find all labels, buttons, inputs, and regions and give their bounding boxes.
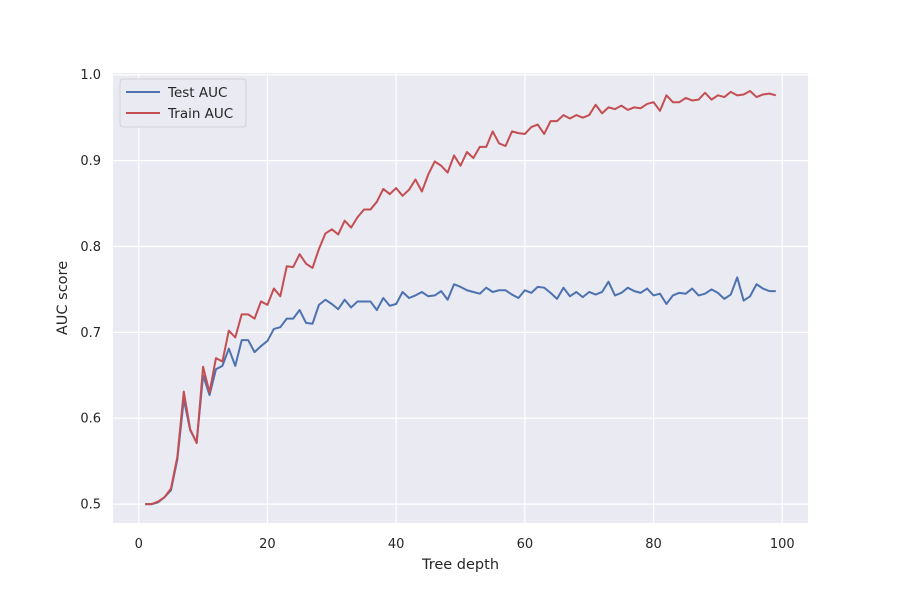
y-tick-label: 0.6	[80, 412, 101, 427]
y-tick-label: 0.7	[80, 326, 101, 341]
legend: Test AUC Train AUC	[119, 78, 247, 128]
y-axis-label: AUC score	[55, 261, 71, 335]
grid-lines	[113, 73, 808, 523]
x-tick-label: 40	[388, 537, 405, 552]
y-tick-label: 0.9	[80, 154, 101, 169]
series-group	[145, 90, 777, 506]
legend-label-test-auc: Test AUC	[167, 85, 227, 101]
x-tick-label: 100	[770, 537, 795, 552]
series-line-train-auc	[145, 90, 777, 506]
x-tick-label: 60	[517, 537, 534, 552]
x-axis-label: Tree depth	[421, 557, 499, 573]
series-line-test-auc	[145, 276, 776, 506]
y-tick-label: 1.0	[80, 68, 101, 83]
y-tick-label: 0.8	[80, 240, 101, 255]
x-tick-label: 80	[645, 537, 662, 552]
y-tick-label: 0.5	[80, 498, 101, 513]
legend-label-train-auc: Train AUC	[167, 106, 233, 122]
x-tick-label: 20	[259, 537, 276, 552]
x-tick-labels: 0 20 40 60 80 100	[135, 537, 795, 552]
plot-area	[113, 73, 808, 523]
x-tick-label: 0	[135, 537, 143, 552]
y-tick-labels: 0.5 0.6 0.7 0.8 0.9 1.0	[80, 68, 101, 512]
